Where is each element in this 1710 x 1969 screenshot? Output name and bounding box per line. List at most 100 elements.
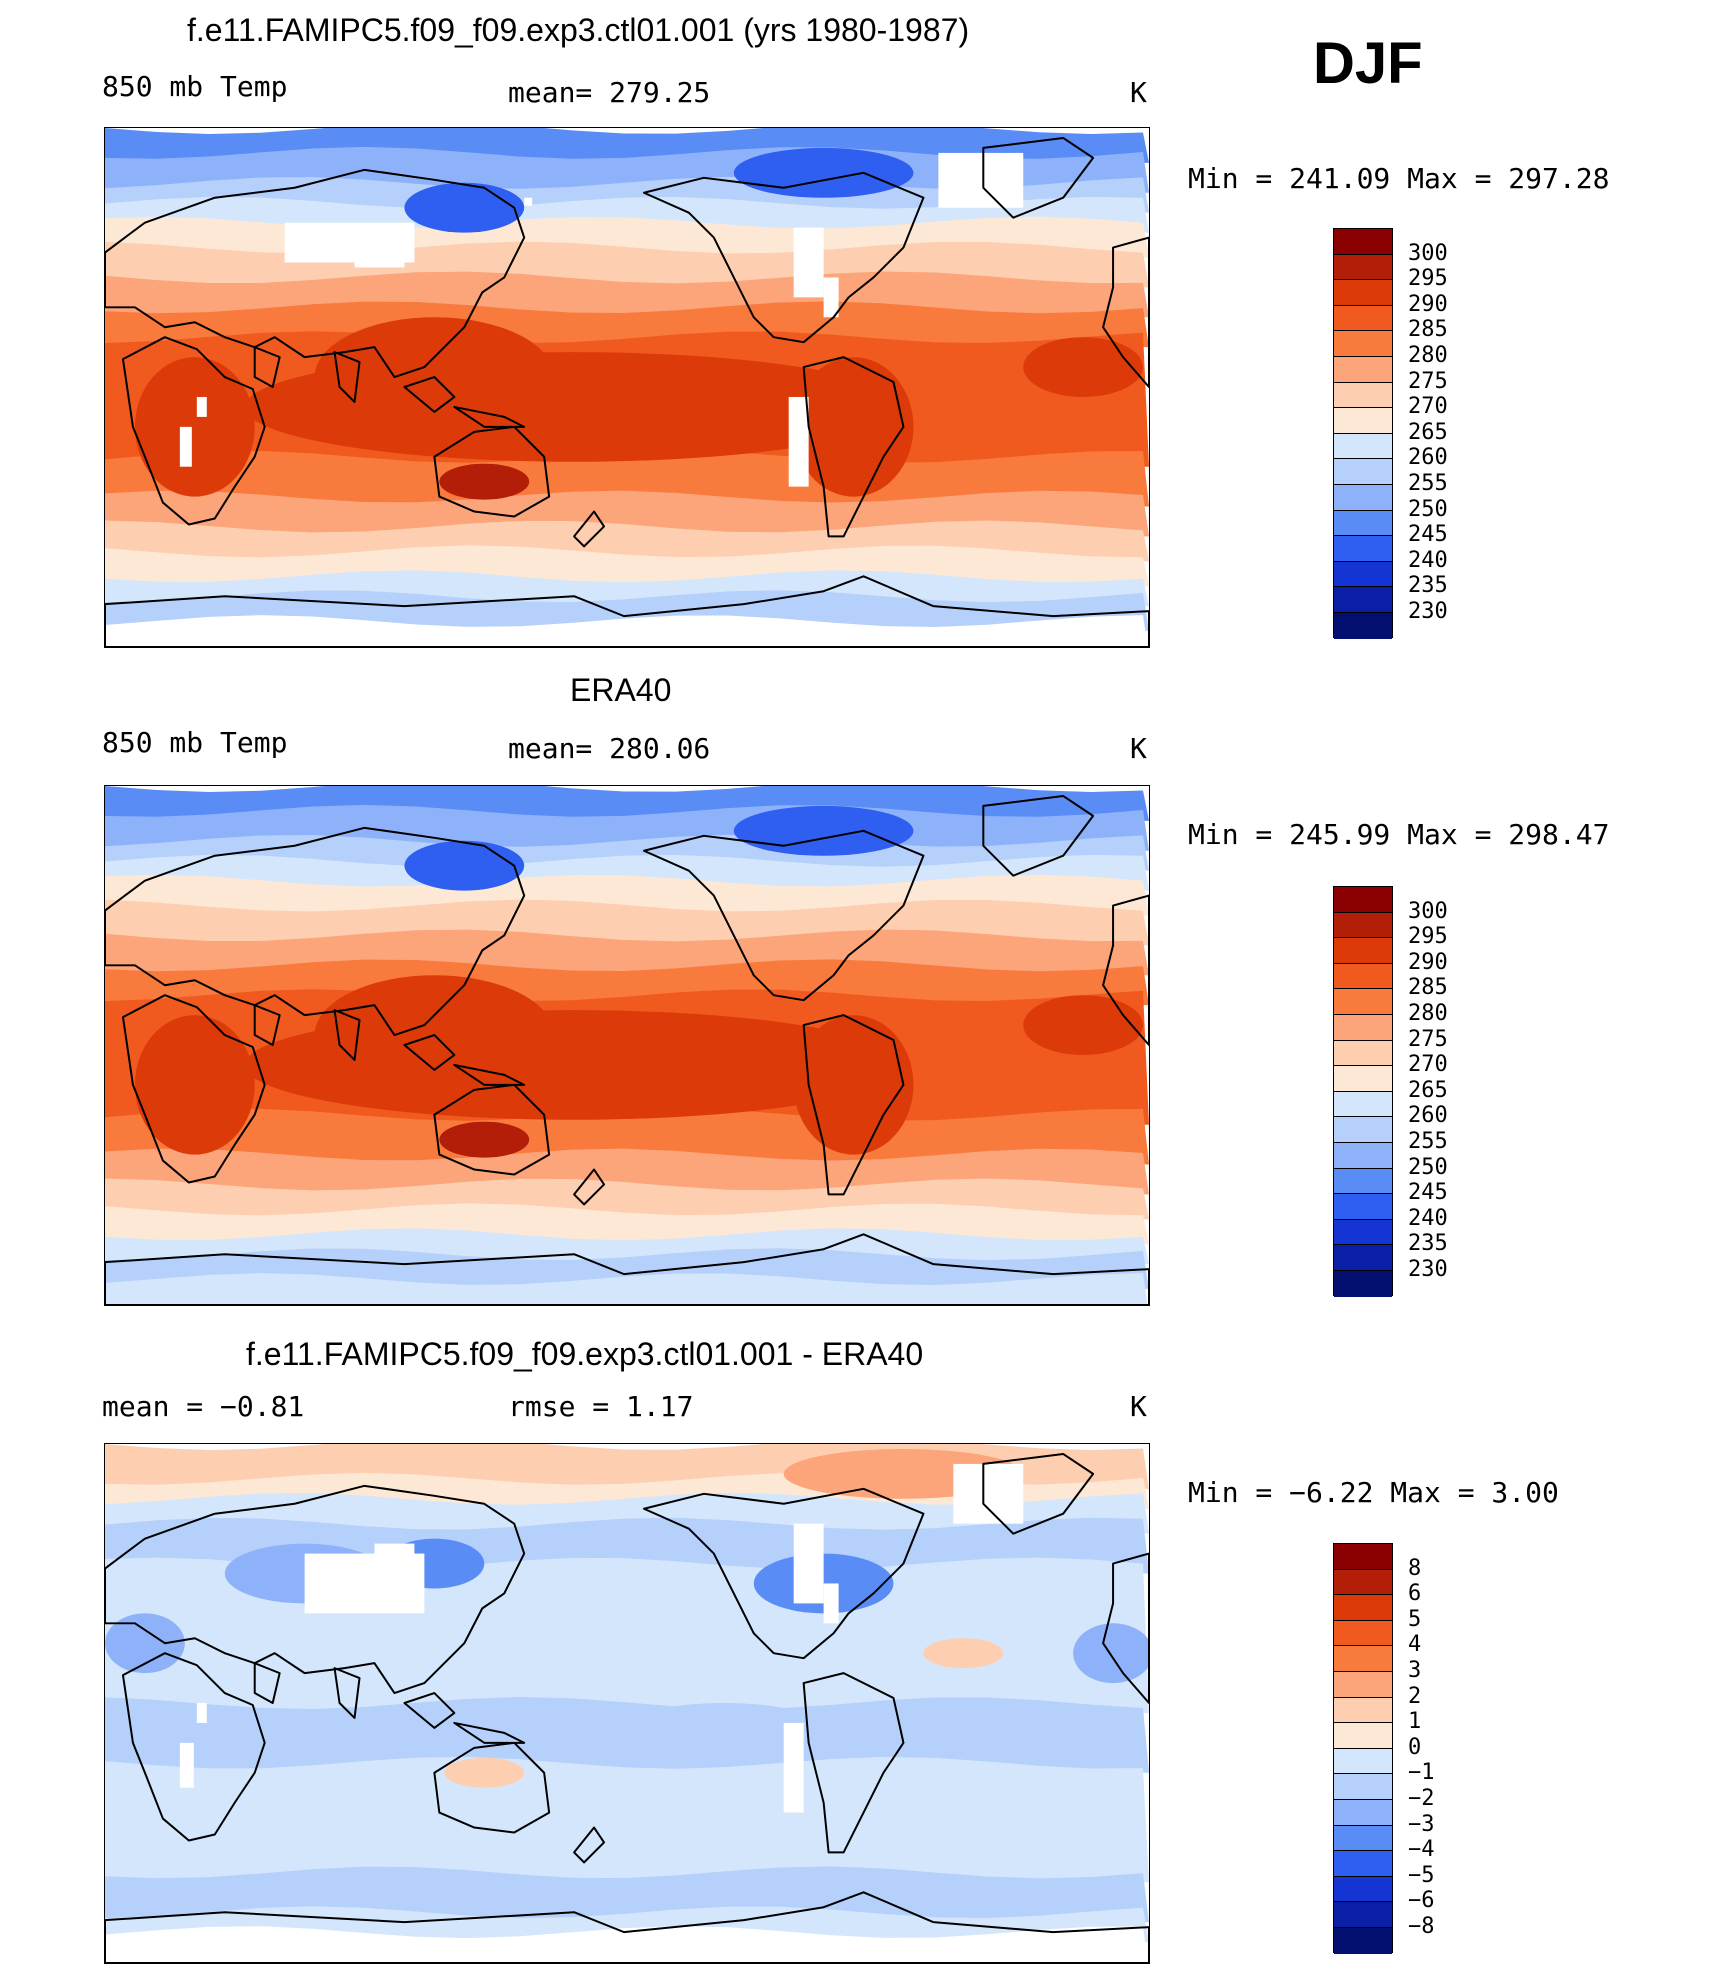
colorbar-tick-label: 270 <box>1408 1052 1448 1078</box>
map-model <box>104 127 1150 648</box>
colorbar-swatch <box>1334 229 1392 255</box>
colorbar-tick-label: 290 <box>1408 291 1448 317</box>
colorbar-tick-label: 300 <box>1408 898 1448 924</box>
panel-title: f.e11.FAMIPC5.f09_f09.exp3.ctl01.001 - E… <box>246 1336 924 1372</box>
colorbar-swatch <box>1334 1799 1392 1826</box>
colorbar-tick-label: 285 <box>1408 317 1448 343</box>
colorbar-tick-label: 4 <box>1408 1632 1422 1658</box>
colorbar-swatch <box>1334 612 1392 639</box>
colorbar-tick-label: −8 <box>1408 1914 1435 1939</box>
colorbar <box>1333 228 1393 639</box>
minmax-label: Min = −6.22 Max = 3.00 <box>1188 1476 1559 1509</box>
colorbar-tick-label: −3 <box>1408 1811 1435 1837</box>
colorbar-tick-label: 300 <box>1408 240 1448 266</box>
mean-label: mean= 280.06 <box>508 732 711 765</box>
colorbar-tick-label: 245 <box>1408 1180 1448 1206</box>
colorbar-swatch <box>1334 1723 1392 1749</box>
mean-label: mean= 279.25 <box>508 76 711 109</box>
colorbar-swatch <box>1334 1876 1392 1903</box>
colorbar-swatch <box>1334 1697 1392 1724</box>
colorbar-tick-label: 265 <box>1408 1077 1448 1103</box>
colorbar-tick-label: 5 <box>1408 1606 1422 1632</box>
colorbar-swatch <box>1334 280 1392 306</box>
colorbar-tick-label: 2 <box>1408 1683 1422 1709</box>
colorbar-swatch <box>1334 356 1392 383</box>
colorbar-swatch <box>1334 305 1392 332</box>
colorbar-swatch <box>1334 331 1392 357</box>
colorbar-tick-label: 275 <box>1408 1026 1448 1052</box>
colorbar-swatch <box>1334 1774 1392 1800</box>
colorbar-swatch <box>1334 1902 1392 1928</box>
units-label: K <box>1130 76 1147 109</box>
colorbar-swatch <box>1334 1091 1392 1118</box>
colorbar-swatch <box>1334 1270 1392 1297</box>
units-label: K <box>1130 732 1147 765</box>
colorbar-tick-label: 270 <box>1408 394 1448 420</box>
colorbar-swatch <box>1334 536 1392 562</box>
colorbar-tick-label: 290 <box>1408 949 1448 975</box>
variable-label: 850 mb Temp <box>102 70 288 103</box>
colorbar-tick-label: 255 <box>1408 471 1448 496</box>
colorbar-swatch <box>1334 1544 1392 1570</box>
variable-label: 850 mb Temp <box>102 726 288 759</box>
colorbar-swatch <box>1334 1168 1392 1195</box>
colorbar-swatch <box>1334 382 1392 409</box>
colorbar-swatch <box>1334 1646 1392 1672</box>
colorbar-tick-label: 245 <box>1408 522 1448 548</box>
colorbar-swatch <box>1334 1142 1392 1169</box>
colorbar-swatch <box>1334 1825 1392 1852</box>
colorbar-tick-label: 0 <box>1408 1734 1422 1760</box>
season-label: DJF <box>1313 31 1423 96</box>
colorbar-swatch <box>1334 887 1392 913</box>
colorbar-tick-label: 280 <box>1408 1001 1448 1026</box>
colorbar-swatch <box>1334 408 1392 434</box>
colorbar-tick-label: 255 <box>1408 1129 1448 1154</box>
minmax-label: Min = 241.09 Max = 297.28 <box>1188 162 1610 195</box>
colorbar-swatch <box>1334 1671 1392 1698</box>
colorbar-tick-label: 265 <box>1408 419 1448 445</box>
colorbar-swatch <box>1334 1595 1392 1621</box>
colorbar-tick-label: 280 <box>1408 343 1448 368</box>
colorbar-tick-label: −4 <box>1408 1837 1435 1863</box>
colorbar-tick-label: 235 <box>1408 573 1448 599</box>
units-label: K <box>1130 1390 1147 1423</box>
colorbar-tick-label: 8 <box>1408 1555 1422 1581</box>
colorbar-swatch <box>1334 1117 1392 1143</box>
colorbar-swatch <box>1334 1569 1392 1596</box>
colorbar-tick-label: 285 <box>1408 975 1448 1001</box>
minmax-label: Min = 245.99 Max = 298.47 <box>1188 818 1610 851</box>
colorbar-swatch <box>1334 1066 1392 1092</box>
colorbar-swatch <box>1334 1219 1392 1246</box>
colorbar-swatch <box>1334 912 1392 939</box>
colorbar-tick-label: −2 <box>1408 1786 1435 1811</box>
map-obs <box>104 785 1150 1306</box>
colorbar-swatch <box>1334 1927 1392 1954</box>
colorbar-swatch <box>1334 1748 1392 1775</box>
colorbar-swatch <box>1334 1014 1392 1041</box>
colorbar-tick-label: 6 <box>1408 1581 1422 1607</box>
colorbar-swatch <box>1334 1851 1392 1877</box>
colorbar-tick-label: −5 <box>1408 1862 1435 1888</box>
colorbar-tick-label: 250 <box>1408 496 1448 522</box>
colorbar-tick-label: 295 <box>1408 924 1448 950</box>
colorbar-tick-label: 230 <box>1408 1257 1448 1282</box>
mean-label: mean = −0.81 <box>102 1390 305 1423</box>
colorbar-tick-label: 230 <box>1408 599 1448 624</box>
colorbar-tick-label: 3 <box>1408 1658 1422 1683</box>
colorbar-swatch <box>1334 1620 1392 1647</box>
panel-title: ERA40 <box>570 672 672 708</box>
colorbar-tick-label: 1 <box>1408 1709 1422 1735</box>
colorbar-tick-label: 240 <box>1408 547 1448 573</box>
colorbar-swatch <box>1334 587 1392 613</box>
map-diff <box>104 1443 1150 1964</box>
colorbar-swatch <box>1334 1194 1392 1220</box>
colorbar-swatch <box>1334 459 1392 485</box>
colorbar-tick-label: 250 <box>1408 1154 1448 1180</box>
colorbar-swatch <box>1334 938 1392 964</box>
rmse-label: rmse = 1.17 <box>508 1390 694 1423</box>
colorbar <box>1333 1543 1393 1954</box>
colorbar-swatch <box>1334 510 1392 537</box>
colorbar-tick-label: 235 <box>1408 1231 1448 1257</box>
colorbar-tick-label: 295 <box>1408 266 1448 292</box>
colorbar-swatch <box>1334 484 1392 511</box>
